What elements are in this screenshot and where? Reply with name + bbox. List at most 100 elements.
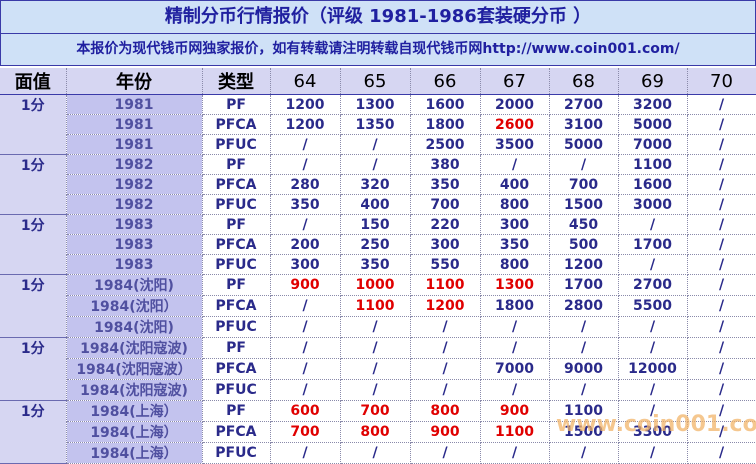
header-grade: 70 bbox=[687, 68, 756, 95]
header-year: 年份 bbox=[66, 68, 203, 95]
price-cell: 1800 bbox=[480, 295, 550, 317]
table-row: 1981 PFUC //2500 3500 5000 7000/ bbox=[0, 134, 756, 155]
year-cell: 1983 bbox=[66, 254, 203, 275]
table-row: 1981 PFCA 1200 1350 1800 2600 3100 5000/ bbox=[0, 114, 756, 135]
price-cell: / bbox=[687, 421, 756, 443]
price-cell: 7000 bbox=[618, 134, 688, 155]
price-cell: / bbox=[340, 379, 411, 401]
price-cell: 220 bbox=[410, 214, 481, 235]
price-cell: / bbox=[618, 379, 688, 401]
type-cell: PF bbox=[202, 274, 271, 296]
header-grade: 65 bbox=[340, 68, 411, 95]
price-cell: / bbox=[687, 114, 756, 135]
price-cell: 1800 bbox=[410, 114, 481, 135]
price-cell: / bbox=[687, 214, 756, 235]
type-cell: PFUC bbox=[202, 194, 271, 215]
type-cell: PF bbox=[202, 337, 271, 359]
price-cell: 1100 bbox=[410, 274, 481, 296]
price-cell: 700 bbox=[270, 421, 341, 443]
year-cell: 1983 bbox=[66, 234, 203, 255]
price-cell: 350 bbox=[270, 194, 341, 215]
price-cell: / bbox=[687, 254, 756, 275]
year-cell: 1984(上海） bbox=[66, 442, 203, 464]
year-cell: 1984(沈阳寇波） bbox=[66, 358, 203, 380]
price-cell: / bbox=[410, 316, 481, 338]
type-cell: PFUC bbox=[202, 254, 271, 275]
price-cell: 200 bbox=[270, 234, 341, 255]
year-cell: 1984(沈阳寇波) bbox=[66, 337, 203, 359]
year-cell: 1982 bbox=[66, 154, 203, 175]
price-cell: 600 bbox=[270, 400, 341, 422]
year-cell: 1982 bbox=[66, 174, 203, 195]
year-cell: 1981 bbox=[66, 134, 203, 155]
price-cell: 3500 bbox=[480, 134, 550, 155]
price-cell: / bbox=[687, 194, 756, 215]
price-cell: 800 bbox=[480, 254, 550, 275]
type-cell: PF bbox=[202, 94, 271, 115]
table-row: 1984(沈阳寇波） PFCA / //7000 9000 12000/ bbox=[0, 358, 756, 380]
price-cell: / bbox=[340, 154, 411, 175]
price-cell: 350 bbox=[340, 254, 411, 275]
price-cell: 900 bbox=[410, 421, 481, 443]
header-grade: 67 bbox=[480, 68, 550, 95]
price-cell: 1500 bbox=[549, 194, 619, 215]
year-cell: 1983 bbox=[66, 214, 203, 235]
price-cell: 3200 bbox=[618, 94, 688, 115]
price-cell: / bbox=[687, 154, 756, 175]
table-row: 1分 1983 PF/150 220 300 450// bbox=[0, 214, 756, 275]
price-cell: 3000 bbox=[618, 194, 688, 215]
table-row: 1984(沈阳寇波) PFUC / / / / / / / bbox=[0, 379, 756, 401]
price-cell: / bbox=[340, 134, 411, 155]
denomination-cell: 1分 bbox=[0, 400, 67, 464]
header-grade: 68 bbox=[549, 68, 619, 95]
price-cell: / bbox=[549, 379, 619, 401]
price-cell: / bbox=[340, 316, 411, 338]
price-cell: 1000 bbox=[340, 274, 411, 296]
type-cell: PFCA bbox=[202, 358, 271, 380]
price-cell: / bbox=[410, 442, 481, 464]
header-grade: 64 bbox=[270, 68, 341, 95]
price-cell: / bbox=[618, 254, 688, 275]
price-cell: / bbox=[687, 379, 756, 401]
table-row: 1983 PFCA 200 250 300 350 500 1700/ bbox=[0, 234, 756, 255]
price-cell: / bbox=[340, 337, 411, 359]
price-cell: 400 bbox=[480, 174, 550, 195]
price-cell: 1700 bbox=[549, 274, 619, 296]
price-cell: 5000 bbox=[618, 114, 688, 135]
price-cell: 12000 bbox=[618, 358, 688, 380]
price-cell: 280 bbox=[270, 174, 341, 195]
price-cell: / bbox=[480, 316, 550, 338]
table-row: 1984(上海） PFCA 700 800 900 1100 1500 3300/ bbox=[0, 421, 756, 443]
price-cell: / bbox=[687, 295, 756, 317]
price-cell: 5500 bbox=[618, 295, 688, 317]
price-cell: 380 bbox=[410, 154, 481, 175]
price-cell: / bbox=[480, 154, 550, 175]
type-cell: PFUC bbox=[202, 442, 271, 464]
table-row: 1分 1982 PF //380//1100/ bbox=[0, 154, 756, 215]
price-cell: / bbox=[270, 358, 341, 380]
type-cell: PFCA bbox=[202, 421, 271, 443]
type-cell: PF bbox=[202, 400, 271, 422]
price-cell: / bbox=[270, 295, 341, 317]
denomination-cell: 1分 bbox=[0, 274, 67, 338]
table-row: 1分 1981 PF 1200 1300 1600 2000 2700 3200/ bbox=[0, 94, 756, 155]
price-cell: 3100 bbox=[549, 114, 619, 135]
price-cell: 3300 bbox=[618, 421, 688, 443]
price-cell: / bbox=[340, 442, 411, 464]
price-cell: / bbox=[340, 358, 411, 380]
denomination-cell: 1分 bbox=[0, 214, 67, 275]
price-cell: / bbox=[270, 442, 341, 464]
price-cell: / bbox=[687, 337, 756, 359]
price-cell: / bbox=[270, 134, 341, 155]
price-cell: / bbox=[549, 154, 619, 175]
table-row: 1983 PFUC 300 350 550 800 1200// bbox=[0, 254, 756, 275]
year-cell: 1984(沈阳） bbox=[66, 295, 203, 317]
price-cell: 9000 bbox=[549, 358, 619, 380]
price-cell: 500 bbox=[549, 234, 619, 255]
price-cell: 1100 bbox=[549, 400, 619, 422]
price-cell: 800 bbox=[340, 421, 411, 443]
price-cell: 2700 bbox=[618, 274, 688, 296]
table-row: 1984(沈阳） PFCA/1100 1200 1800 2800 5500/ bbox=[0, 295, 756, 317]
year-cell: 1984(上海） bbox=[66, 421, 203, 443]
price-cell: 800 bbox=[410, 400, 481, 422]
